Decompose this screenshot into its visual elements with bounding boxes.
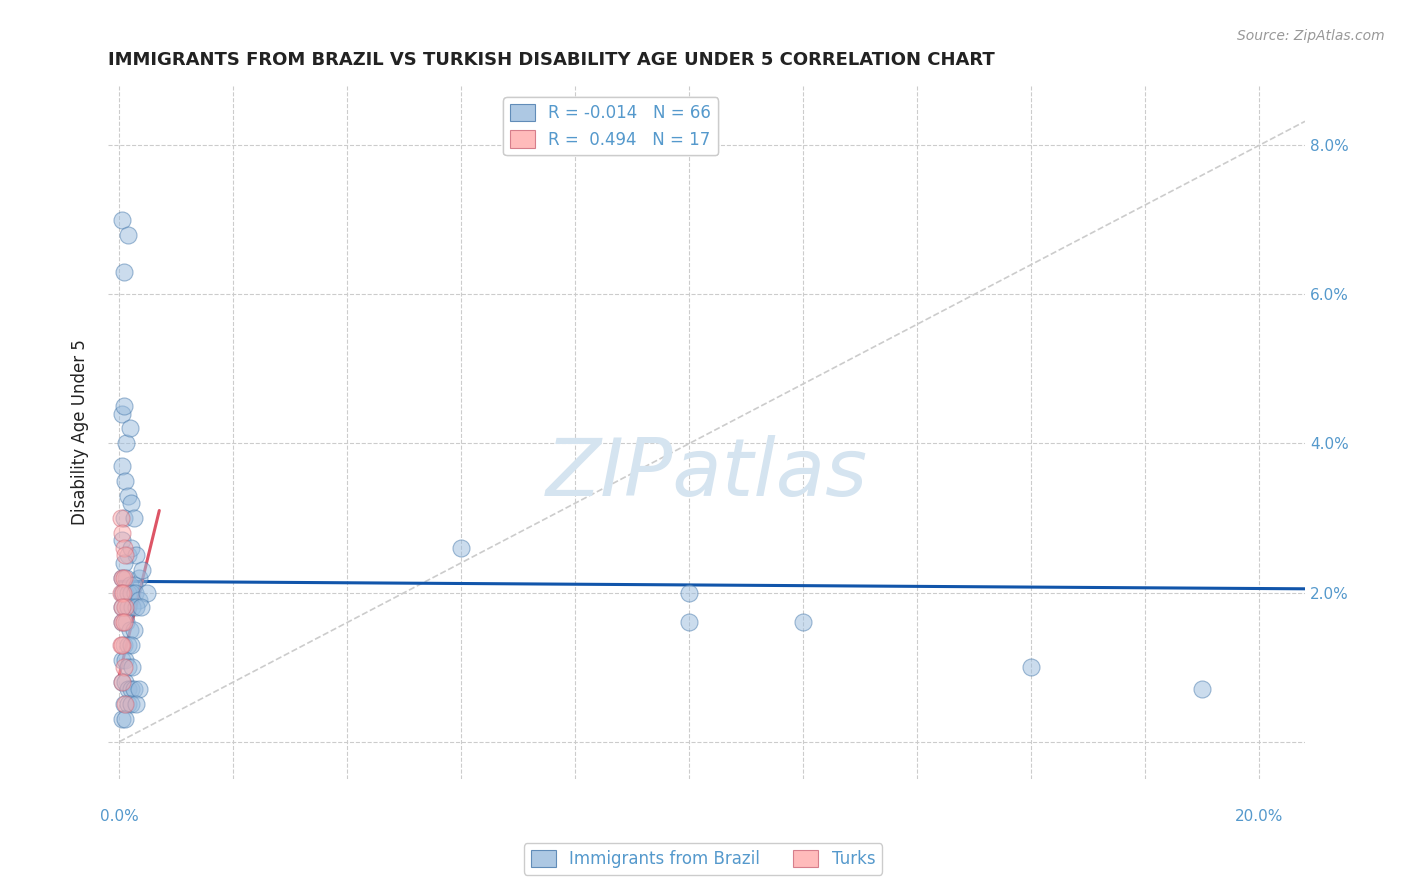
Point	[114, 675, 136, 690]
Point	[122, 682, 145, 697]
Point	[120, 541, 142, 555]
Point	[115, 571, 138, 585]
Point	[117, 489, 139, 503]
Y-axis label: Disability Age Under 5: Disability Age Under 5	[72, 339, 89, 525]
Point	[110, 585, 132, 599]
Point	[111, 675, 134, 690]
Point	[111, 712, 134, 726]
Point	[114, 653, 136, 667]
Text: 20.0%: 20.0%	[1236, 809, 1284, 824]
Text: 0.0%: 0.0%	[100, 809, 139, 824]
Point	[122, 623, 145, 637]
Point	[1021, 660, 1043, 674]
Point	[114, 474, 136, 488]
Point	[121, 660, 143, 674]
Point	[128, 593, 150, 607]
Point	[111, 458, 134, 473]
Point	[122, 511, 145, 525]
Point	[122, 578, 145, 592]
Text: Source: ZipAtlas.com: Source: ZipAtlas.com	[1237, 29, 1385, 43]
Point	[117, 548, 139, 562]
Point	[121, 600, 143, 615]
Point	[117, 698, 139, 712]
Point	[1191, 682, 1213, 697]
Point	[124, 585, 146, 599]
Point	[112, 698, 135, 712]
Point	[110, 511, 132, 525]
Point	[112, 556, 135, 570]
Point	[117, 682, 139, 697]
Point	[120, 682, 142, 697]
Point	[114, 600, 136, 615]
Point	[115, 436, 138, 450]
Text: ZIPatlas: ZIPatlas	[546, 434, 868, 513]
Point	[128, 571, 150, 585]
Point	[450, 541, 472, 555]
Point	[131, 563, 153, 577]
Point	[112, 541, 135, 555]
Point	[111, 600, 134, 615]
Point	[128, 682, 150, 697]
Point	[114, 712, 136, 726]
Point	[120, 638, 142, 652]
Point	[112, 511, 135, 525]
Point	[114, 600, 136, 615]
Point	[111, 212, 134, 227]
Point	[118, 578, 141, 592]
Point	[114, 698, 136, 712]
Point	[111, 533, 134, 548]
Point	[111, 600, 134, 615]
Point	[125, 548, 148, 562]
Point	[120, 496, 142, 510]
Point	[118, 623, 141, 637]
Point	[111, 525, 134, 540]
Text: IMMIGRANTS FROM BRAZIL VS TURKISH DISABILITY AGE UNDER 5 CORRELATION CHART: IMMIGRANTS FROM BRAZIL VS TURKISH DISABI…	[108, 51, 994, 69]
Point	[117, 227, 139, 242]
Point	[120, 585, 142, 599]
Point	[111, 615, 134, 630]
Point	[111, 585, 134, 599]
Point	[111, 407, 134, 421]
Point	[125, 600, 148, 615]
Point	[135, 585, 157, 599]
Point	[678, 615, 700, 630]
Point	[111, 675, 134, 690]
Point	[117, 660, 139, 674]
Point	[110, 638, 132, 652]
Point	[117, 585, 139, 599]
Point	[129, 600, 152, 615]
Point	[792, 615, 814, 630]
Point	[115, 615, 138, 630]
Point	[117, 600, 139, 615]
Point	[111, 615, 134, 630]
Point	[112, 638, 135, 652]
Point	[111, 653, 134, 667]
Point	[114, 548, 136, 562]
Point	[111, 585, 134, 599]
Legend: R = -0.014   N = 66, R =  0.494   N = 17: R = -0.014 N = 66, R = 0.494 N = 17	[503, 97, 718, 155]
Point	[112, 660, 135, 674]
Point	[114, 585, 136, 599]
Legend: Immigrants from Brazil, Turks: Immigrants from Brazil, Turks	[524, 843, 882, 875]
Point	[111, 571, 134, 585]
Point	[112, 615, 135, 630]
Point	[112, 399, 135, 413]
Point	[120, 698, 142, 712]
Point	[117, 638, 139, 652]
Point	[125, 698, 148, 712]
Point	[678, 585, 700, 599]
Point	[118, 421, 141, 435]
Point	[111, 638, 134, 652]
Point	[111, 571, 134, 585]
Point	[112, 265, 135, 279]
Point	[112, 571, 135, 585]
